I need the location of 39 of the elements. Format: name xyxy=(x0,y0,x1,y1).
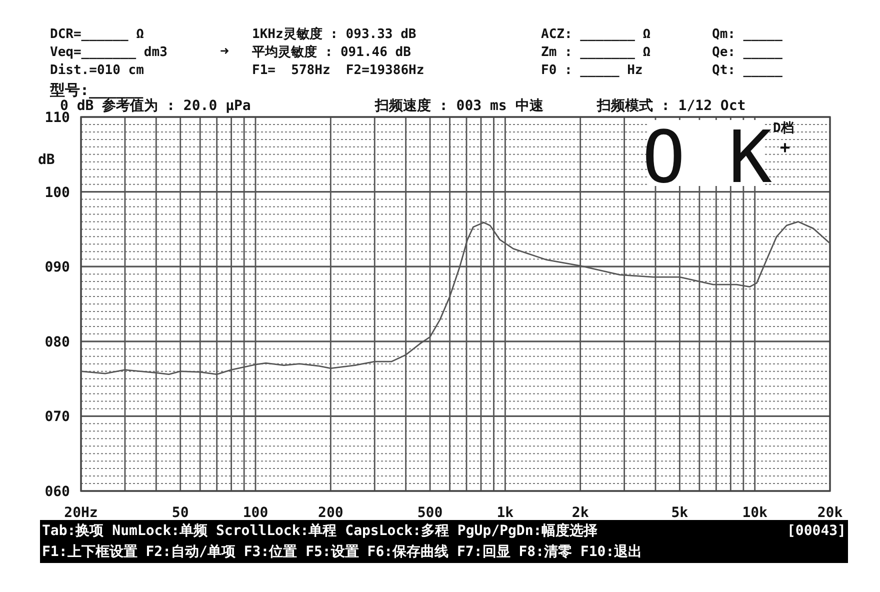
text: Qm: _____ xyxy=(712,27,783,42)
x-tick-label: 100 xyxy=(242,505,268,521)
text: Veq=_______ dm3 xyxy=(50,45,168,60)
y-tick-label: 110 xyxy=(44,110,70,126)
text: Zm : _______ Ω xyxy=(541,45,651,60)
x-tick-label: 10k xyxy=(742,505,768,521)
y-tick-label: 060 xyxy=(44,484,70,500)
x-tick-label: 50 xyxy=(172,505,189,521)
y-tick-label: 100 xyxy=(44,184,70,201)
text: Qe: _____ xyxy=(712,45,783,60)
annotation: + xyxy=(780,138,790,158)
text: 扫频速度 : 003 ms 中速 xyxy=(374,97,544,114)
x-tick-label: 500 xyxy=(417,505,443,521)
x-tick-label: 20Hz xyxy=(64,505,98,521)
annotation: O K xyxy=(642,115,773,199)
y-tick-label: 080 xyxy=(44,334,70,350)
x-tick-label: 5k xyxy=(671,505,689,521)
text: DCR=______ Ω xyxy=(50,27,144,42)
x-tick-label: 2k xyxy=(572,505,590,521)
y-tick-label: 090 xyxy=(44,260,70,276)
text: 型号:______ xyxy=(49,81,144,99)
text: 扫频模式 : 1/12 Oct xyxy=(596,98,746,114)
text: F1= 578Hz F2=19386Hz xyxy=(252,63,424,78)
text: Qt: _____ xyxy=(712,63,783,78)
x-tick-label: 200 xyxy=(318,505,344,521)
x-tick-label: 1k xyxy=(496,505,514,521)
text: ACZ: _______ Ω xyxy=(541,27,651,42)
text: [00043] xyxy=(786,523,846,539)
x-tick-label: 20k xyxy=(817,505,844,521)
text: 1KHz灵敏度 : 093.33 dB xyxy=(252,26,416,42)
text: Dist.=010 cm xyxy=(50,63,144,78)
annotation: D档 xyxy=(773,121,794,136)
text: F0 : _____ Hz xyxy=(541,63,643,78)
text: F1:上下框设置 F2:自动/单项 F3:位置 F5:设置 F6:保存曲线 F7:回显 F8:清零 F10:退出 xyxy=(42,543,642,560)
text: 平均灵敏度 : 091.46 dB xyxy=(251,44,412,60)
text: Tab:换项 NumLock:单频 ScrollLock:单程 CapsLock:多程 PgUp/PgDn:幅度选择 xyxy=(42,522,598,539)
y-axis-title: dB xyxy=(38,152,55,168)
text: ➜ xyxy=(220,42,230,60)
y-tick-label: 070 xyxy=(44,409,70,426)
